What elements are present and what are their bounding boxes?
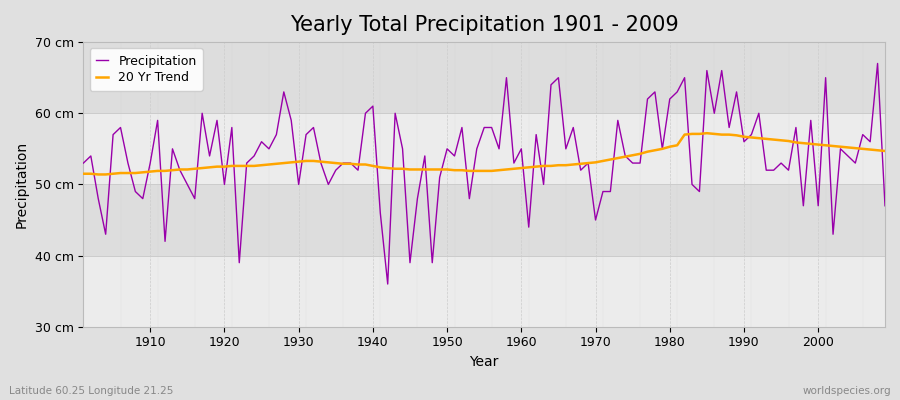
- Bar: [84, 113, 885, 184]
- Precipitation: [301, 132, 311, 137]
- 20 Yr Trend: [145, 169, 156, 174]
- Bar: [84, 256, 885, 327]
- Bar: [84, 42, 885, 113]
- 20 Yr Trend: [353, 162, 364, 167]
- Precipitation: [382, 282, 393, 286]
- 20 Yr Trend: [78, 171, 89, 176]
- Line: Precipitation: Precipitation: [84, 64, 885, 284]
- X-axis label: Year: Year: [470, 355, 499, 369]
- Precipitation: [346, 161, 356, 166]
- Precipitation: [516, 146, 526, 151]
- Precipitation: [138, 196, 148, 201]
- Y-axis label: Precipitation: Precipitation: [15, 141, 29, 228]
- 20 Yr Trend: [523, 165, 534, 170]
- Legend: Precipitation, 20 Yr Trend: Precipitation, 20 Yr Trend: [90, 48, 202, 91]
- Text: Latitude 60.25 Longitude 21.25: Latitude 60.25 Longitude 21.25: [9, 386, 174, 396]
- 20 Yr Trend: [612, 156, 623, 160]
- Precipitation: [78, 161, 89, 166]
- 20 Yr Trend: [701, 131, 712, 136]
- Precipitation: [612, 118, 623, 123]
- Precipitation: [523, 225, 534, 230]
- 20 Yr Trend: [308, 158, 319, 163]
- Text: worldspecies.org: worldspecies.org: [803, 386, 891, 396]
- Bar: [84, 184, 885, 256]
- 20 Yr Trend: [93, 172, 104, 177]
- Title: Yearly Total Precipitation 1901 - 2009: Yearly Total Precipitation 1901 - 2009: [290, 15, 679, 35]
- Precipitation: [879, 203, 890, 208]
- 20 Yr Trend: [879, 148, 890, 153]
- 20 Yr Trend: [516, 166, 526, 170]
- Precipitation: [872, 61, 883, 66]
- Line: 20 Yr Trend: 20 Yr Trend: [84, 133, 885, 174]
